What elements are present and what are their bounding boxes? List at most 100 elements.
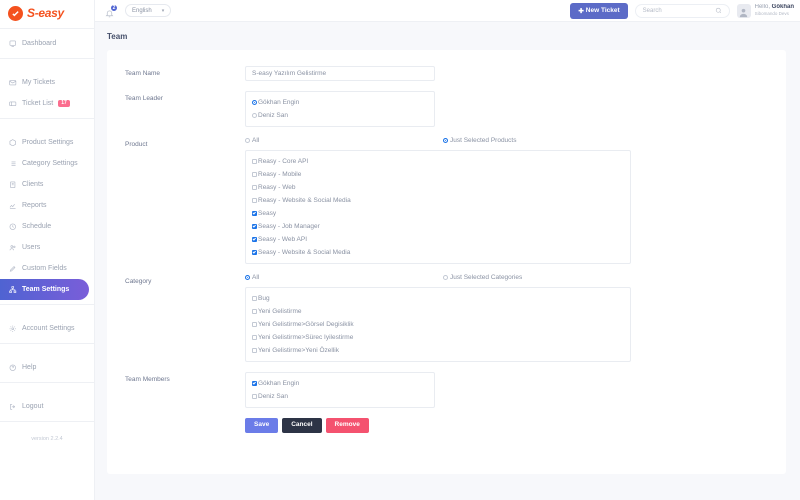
sidebar-item-custom-fields[interactable]: Custom Fields	[0, 258, 94, 279]
list-item[interactable]: Seasy - Web API	[246, 233, 630, 246]
radio-icon[interactable]	[443, 275, 448, 280]
brand-name: S-easy	[27, 6, 64, 20]
remove-button[interactable]: Remove	[325, 418, 369, 433]
product-listbox: Reasy - Core API Reasy - Mobile Reasy - …	[245, 150, 631, 264]
user-name: Gökhan	[771, 3, 794, 10]
product-mode-all[interactable]: All	[245, 137, 443, 144]
sidebar-item-label: Ticket List	[22, 100, 54, 107]
sidebar-item-users[interactable]: Users	[0, 237, 94, 258]
list-item[interactable]: Yeni Gelistirme>Görsel Degisiklik	[246, 318, 630, 331]
gear-icon	[9, 325, 17, 333]
radio-icon[interactable]	[443, 138, 448, 143]
list-item[interactable]: Yeni Gelistirme	[246, 305, 630, 318]
clients-icon	[9, 181, 17, 189]
new-ticket-label: New Ticket	[585, 7, 620, 14]
field-label: Category	[125, 278, 152, 285]
option-label: Bug	[258, 295, 270, 302]
list-item[interactable]: Bug	[246, 292, 630, 305]
list-item[interactable]: Seasy - Job Manager	[246, 220, 630, 233]
save-button[interactable]: Save	[245, 418, 279, 433]
list-item[interactable]: Seasy	[246, 207, 630, 220]
checkbox-icon[interactable]	[252, 224, 257, 229]
option-label: Yeni Gelistirme>Yeni Özellik	[258, 347, 339, 354]
list-item[interactable]: Gökhan Engin	[246, 377, 434, 390]
new-ticket-button[interactable]: ✚ New Ticket	[570, 2, 628, 19]
sidebar-item-label: Dashboard	[22, 40, 57, 47]
checkbox-icon[interactable]	[252, 381, 257, 386]
list-item[interactable]: Reasy - Core API	[246, 155, 630, 168]
list-item[interactable]: Yeni Gelistirme>Yeni Özellik	[246, 344, 630, 357]
divider	[0, 58, 94, 59]
user-menu[interactable]: Hello, Gökhan Sibomando Devs	[736, 3, 794, 18]
field-control: Gökhan Engin Deniz San	[245, 372, 768, 408]
sidebar-item-product-settings[interactable]: Product Settings	[0, 132, 94, 153]
sidebar-item-clients[interactable]: Clients	[0, 174, 94, 195]
sidebar-item-logout[interactable]: Logout	[0, 396, 94, 417]
checkbox-icon[interactable]	[252, 394, 257, 399]
list-item[interactable]: Yeni Gelistirme>Sürec Iyilestirme	[246, 331, 630, 344]
user-avatar-icon	[739, 8, 748, 17]
option-label: Reasy - Mobile	[258, 171, 302, 178]
checkbox-icon[interactable]	[252, 322, 257, 327]
notifications-button[interactable]: 2	[105, 3, 118, 17]
sidebar-item-account-settings[interactable]: Account Settings	[0, 318, 94, 339]
option-label: All	[252, 274, 260, 281]
sidebar-item-team-settings[interactable]: Team Settings	[0, 279, 89, 300]
list-item[interactable]: Seasy - Website & Social Media	[246, 246, 630, 259]
list-item[interactable]: Deniz San	[246, 390, 434, 403]
list-item[interactable]: Reasy - Web	[246, 181, 630, 194]
checkbox-icon[interactable]	[252, 296, 257, 301]
list-icon	[9, 160, 17, 168]
list-item[interactable]: Deniz San	[246, 109, 434, 122]
brand-logo[interactable]: S-easy	[0, 2, 94, 24]
sidebar-item-label: Logout	[22, 403, 44, 410]
checkbox-icon[interactable]	[252, 309, 257, 314]
checkbox-icon[interactable]	[252, 198, 257, 203]
sidebar-item-schedule[interactable]: Schedule	[0, 216, 94, 237]
checkbox-icon[interactable]	[252, 250, 257, 255]
option-label: Reasy - Website & Social Media	[258, 197, 351, 204]
search-input[interactable]: Search	[634, 3, 730, 18]
checkbox-icon[interactable]	[252, 159, 257, 164]
radio-icon[interactable]	[252, 100, 257, 105]
sidebar-item-help[interactable]: Help	[0, 357, 94, 378]
option-label: Just Selected Categories	[450, 274, 523, 281]
checkbox-icon[interactable]	[252, 335, 257, 340]
list-item[interactable]: Gökhan Engin	[246, 96, 434, 109]
checkbox-icon[interactable]	[252, 237, 257, 242]
field-label: Team Leader	[125, 95, 163, 102]
greeting-prefix: Hello,	[754, 3, 772, 10]
product-mode-selected[interactable]: Just Selected Products	[443, 137, 516, 144]
radio-icon[interactable]	[252, 113, 257, 118]
option-label: Yeni Gelistirme>Görsel Degisiklik	[258, 321, 354, 328]
checkbox-icon[interactable]	[252, 348, 257, 353]
field-team-leader: Team Leader Gökhan Engin Deniz San	[125, 91, 768, 127]
team-name-value: S-easy Yazılım Gelistirme	[252, 70, 327, 77]
list-item[interactable]: Reasy - Mobile	[246, 168, 630, 181]
radio-icon[interactable]	[245, 275, 250, 280]
category-mode-selected[interactable]: Just Selected Categories	[443, 274, 522, 281]
search-icon[interactable]	[715, 7, 722, 14]
sidebar-item-my-tickets[interactable]: My Tickets	[0, 72, 94, 93]
checkbox-icon[interactable]	[252, 211, 257, 216]
team-name-input[interactable]: S-easy Yazılım Gelistirme	[245, 66, 435, 81]
sidebar-item-category-settings[interactable]: Category Settings	[0, 153, 94, 174]
users-icon	[9, 244, 17, 252]
checkbox-icon[interactable]	[252, 172, 257, 177]
sidebar-item-ticket-list[interactable]: Ticket List 17	[0, 93, 94, 114]
sidebar-item-reports[interactable]: Reports	[0, 195, 94, 216]
sidebar-item-dashboard[interactable]: Dashboard	[0, 33, 94, 54]
sidebar: S-easy Dashboard My Tickets Ticket List …	[0, 0, 95, 500]
option-label: Reasy - Core API	[258, 158, 309, 165]
language-selector[interactable]: English ▾	[125, 4, 172, 17]
field-control: Gökhan Engin Deniz San	[245, 91, 768, 127]
cancel-button[interactable]: Cancel	[282, 418, 322, 433]
checkbox-icon[interactable]	[252, 185, 257, 190]
radio-icon[interactable]	[245, 138, 250, 143]
field-category: Category All Just Selected Categories	[125, 274, 768, 362]
chevron-down-icon: ▾	[161, 7, 165, 14]
category-mode-all[interactable]: All	[245, 274, 443, 281]
list-item[interactable]: Reasy - Website & Social Media	[246, 194, 630, 207]
divider	[0, 28, 94, 29]
